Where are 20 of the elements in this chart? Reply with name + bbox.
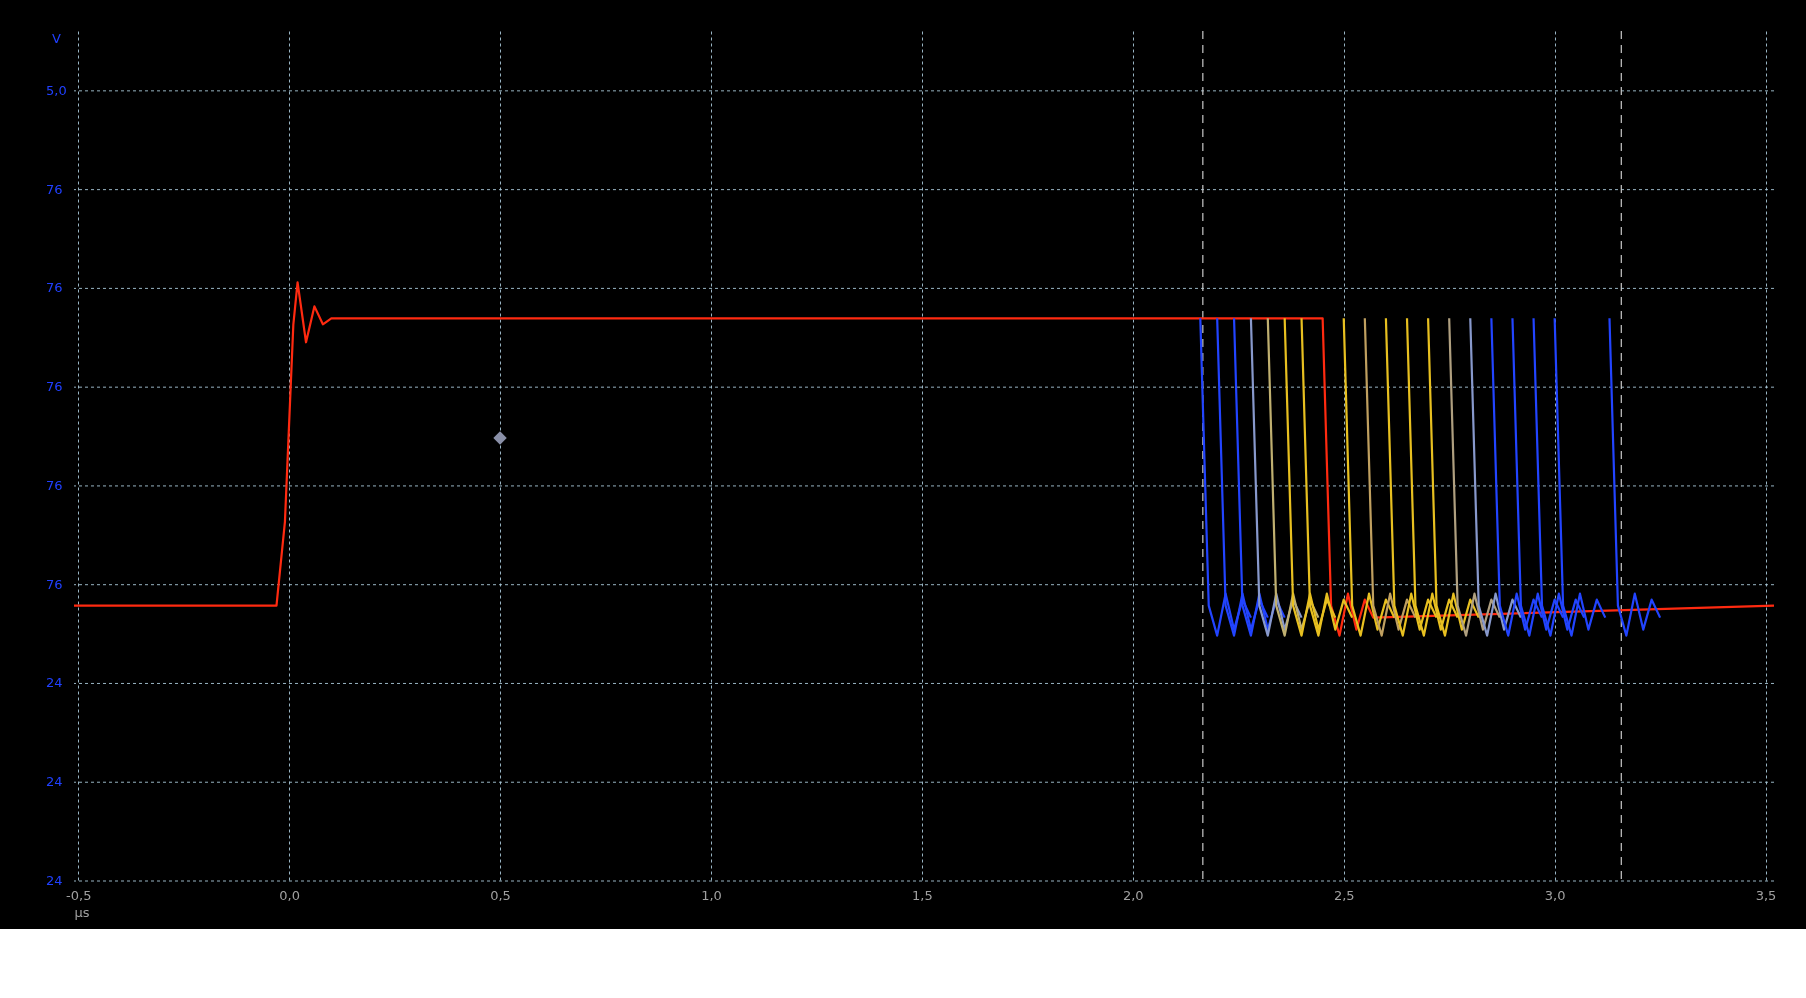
x-tick-label: 1,0 (701, 887, 722, 903)
text: 5,0 (46, 82, 67, 98)
x-tick-label: -0,5 (66, 887, 92, 903)
text: 76 (46, 477, 63, 493)
text: 24 (46, 873, 63, 888)
text: V (52, 31, 61, 46)
text: 76 (46, 280, 63, 296)
x-tick-label: 3,5 (1755, 887, 1777, 903)
x-tick-label: 2,0 (1122, 887, 1144, 903)
text: 76 (46, 379, 63, 395)
x-tick-label: 0,5 (490, 887, 511, 903)
text: 76 (46, 181, 63, 197)
text: 76 (46, 576, 63, 592)
x-tick-label: 1,5 (912, 887, 933, 903)
x-tick-label: 2,5 (1333, 887, 1355, 903)
text: 24 (46, 675, 63, 691)
x-tick-label: 0,0 (279, 887, 300, 903)
x-tick-label: 3,0 (1544, 887, 1566, 903)
text: 24 (46, 774, 63, 790)
x-axis-title: µs (74, 904, 90, 920)
